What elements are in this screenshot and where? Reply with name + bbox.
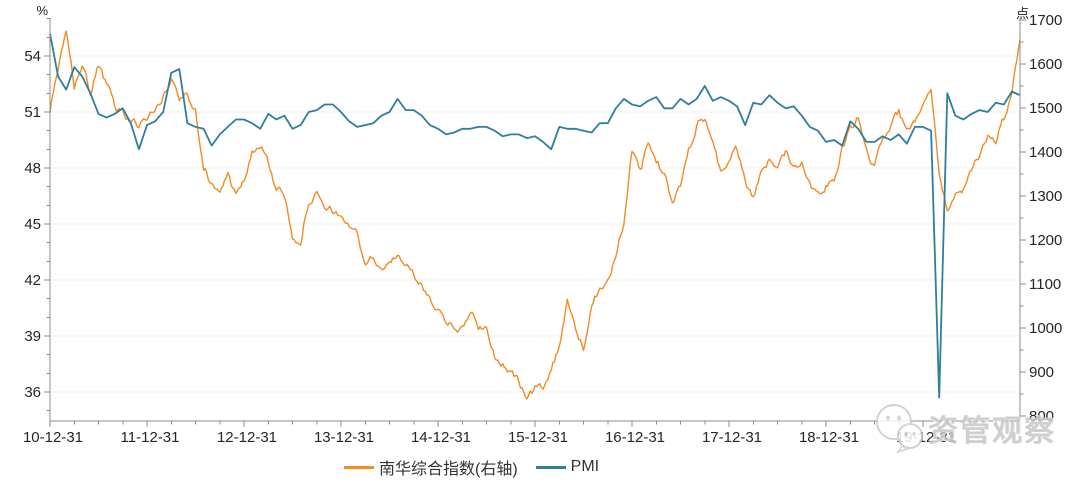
left-axis-unit: %: [36, 3, 48, 18]
right-axis-unit: 点: [1016, 6, 1030, 21]
nanhua-line-swatch: [344, 465, 374, 469]
right-axis-tick-label: 800: [1029, 408, 1054, 425]
nanhua-index-line: [49, 30, 1021, 400]
left-axis-tick-label: 42: [24, 272, 41, 289]
left-axis-tick-label: 48: [24, 160, 41, 177]
left-axis-tick-label: 45: [24, 216, 41, 233]
x-axis-tick-label: 12-12-31: [217, 429, 277, 446]
x-axis-tick-label: 15-12-31: [508, 429, 568, 446]
x-axis-tick-label: 17-12-31: [702, 429, 762, 446]
right-axis-tick-label: 1500: [1029, 100, 1062, 117]
right-axis-tick-label: 1200: [1029, 232, 1062, 249]
x-axis-tick-label: 19-12-31: [896, 429, 956, 446]
left-axis-tick-label: 39: [24, 328, 41, 345]
x-axis-tick-label: 11-12-31: [121, 429, 180, 446]
left-axis-tick-label: 36: [24, 384, 41, 401]
right-axis-tick-label: 900: [1029, 364, 1054, 381]
x-axis-tick-label: 18-12-31: [799, 429, 859, 446]
legend-item-nanhua[interactable]: 南华综合指数(右轴): [344, 455, 518, 479]
x-axis-tick-label: 13-12-31: [314, 429, 374, 446]
pmi-line: [49, 33, 1021, 399]
x-axis-tick-label: 16-12-31: [605, 429, 665, 446]
left-axis-tick-label: 51: [24, 104, 41, 121]
pmi-line-swatch: [535, 465, 566, 469]
x-axis-tick-label: 10-12-31: [23, 429, 83, 446]
right-axis-tick-label: 1400: [1029, 144, 1062, 161]
left-axis-tick-label: 54: [24, 48, 41, 65]
x-axis-tick-label: 14-12-31: [411, 429, 471, 446]
legend-label-nanhua: 南华综合指数(右轴): [379, 461, 518, 478]
legend-item-pmi[interactable]: PMI: [535, 458, 600, 476]
right-axis-tick-label: 1000: [1029, 320, 1062, 337]
right-axis-tick-label: 1600: [1029, 56, 1062, 73]
right-axis-tick-label: 1300: [1029, 188, 1062, 205]
legend-label-pmi: PMI: [570, 458, 600, 475]
right-axis-tick-label: 1700: [1029, 12, 1062, 29]
legend: 南华综合指数(右轴) PMI: [344, 455, 599, 479]
right-axis-tick-label: 1100: [1029, 276, 1061, 293]
